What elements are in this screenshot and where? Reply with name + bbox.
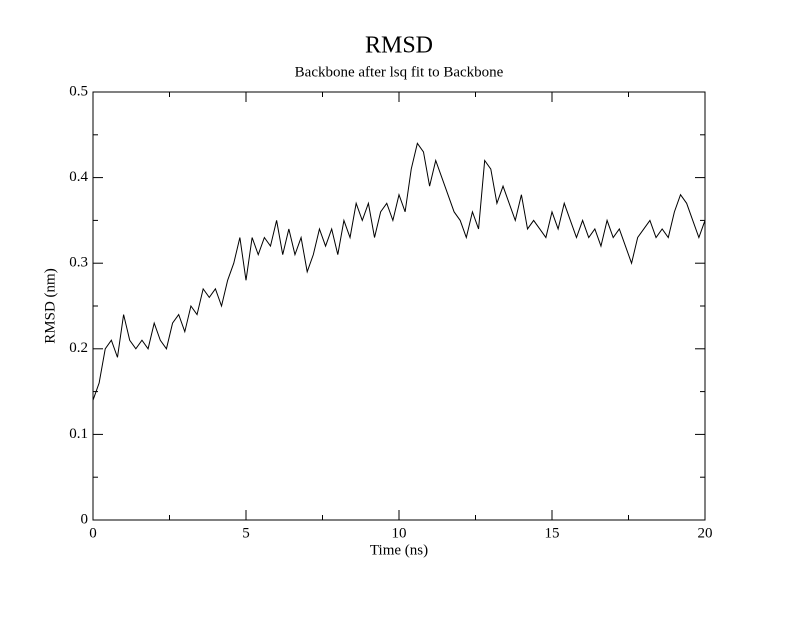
y-tick-label: 0.2 bbox=[69, 340, 88, 356]
y-tick-label: 0.3 bbox=[69, 255, 88, 271]
data-line bbox=[92, 142, 706, 401]
x-tick-label: 0 bbox=[89, 525, 97, 541]
x-tick-label: 10 bbox=[392, 525, 407, 541]
x-tick-label: 20 bbox=[698, 525, 713, 541]
y-tick-label: 0 bbox=[81, 511, 89, 527]
x-tick-label: 5 bbox=[242, 525, 250, 541]
chart-title: RMSD bbox=[365, 33, 433, 59]
chart-subtitle: Backbone after lsq fit to Backbone bbox=[295, 64, 504, 80]
y-tick-label: 0.4 bbox=[69, 169, 88, 185]
y-tick-label: 0.1 bbox=[69, 426, 88, 442]
y-tick-label: 0.5 bbox=[69, 83, 88, 99]
y-axis-label: RMSD (nm) bbox=[42, 268, 58, 343]
x-axis-label: Time (ns) bbox=[370, 542, 428, 558]
x-tick-label: 15 bbox=[545, 525, 560, 541]
plot-frame bbox=[92, 91, 706, 521]
